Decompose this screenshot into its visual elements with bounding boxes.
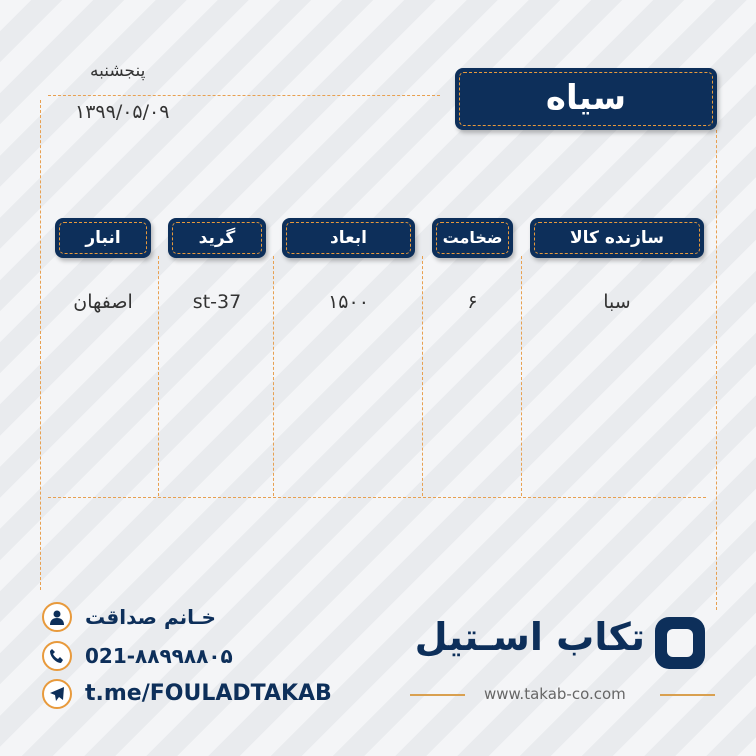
title-banner: سیاه (455, 68, 717, 130)
contact-phone[interactable]: 021-۸۸۹۹۸۸۰۵ (85, 644, 233, 668)
table-bottom-line (48, 497, 706, 498)
value-dimensions: ۱۵۰۰ (328, 291, 369, 313)
header-warehouse: انبار (55, 218, 151, 258)
contact-name: خـانم صداقت (85, 605, 216, 629)
column-divider (273, 256, 274, 496)
weekday: پنجشنبه (90, 61, 146, 81)
header-manufacturer: سازنده کالا (530, 218, 704, 258)
brand-name: تکاب اسـتیل (414, 615, 645, 659)
header-label: سازنده کالا (570, 227, 664, 248)
frame-top-line (48, 95, 440, 96)
column-divider (422, 256, 423, 496)
header-thickness: ضخامت (432, 218, 513, 258)
frame-left-line (40, 100, 41, 590)
header-grade: گرید (168, 218, 266, 258)
header-label: ابعاد (330, 227, 367, 248)
decor-line (410, 694, 465, 696)
header-dimensions: ابعاد (282, 218, 415, 258)
website-link[interactable]: www.takab-co.com (484, 685, 626, 703)
phone-icon (42, 641, 72, 671)
header-label: ضخامت (442, 228, 503, 248)
frame-right-line (716, 130, 717, 610)
column-divider (158, 256, 159, 496)
telegram-icon (42, 679, 72, 709)
decor-line (660, 694, 715, 696)
header-label: گرید (198, 227, 236, 248)
title-text: سیاه (545, 78, 627, 119)
brand-logo-icon (655, 617, 705, 669)
person-icon (42, 602, 72, 632)
value-warehouse: اصفهان (73, 291, 133, 313)
date: ۱۳۹۹/۰۵/۰۹ (75, 101, 170, 123)
telegram-link[interactable]: t.me/FOULADTAKAB (85, 681, 332, 706)
value-grade: st-37 (192, 291, 242, 313)
value-thickness: ۶ (467, 291, 478, 313)
header-label: انبار (85, 227, 121, 248)
column-divider (521, 256, 522, 496)
value-manufacturer: سبا (603, 291, 631, 313)
